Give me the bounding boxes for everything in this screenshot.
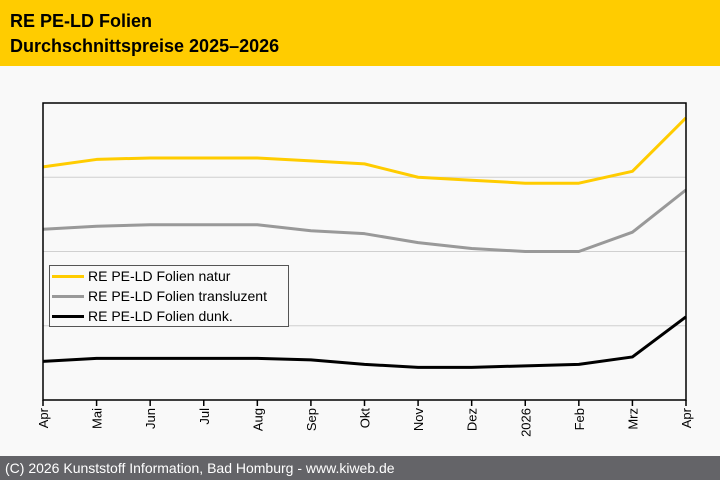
series-lines (42, 116, 688, 369)
legend-item-natur: RE PE-LD Folien natur (50, 267, 288, 285)
x-tick-label: Apr (679, 407, 694, 428)
x-tick-label: Mrz (625, 408, 640, 430)
legend-label-transluzent: RE PE-LD Folien transluzent (88, 288, 267, 304)
legend-label-dunkel: RE PE-LD Folien dunk. (88, 308, 233, 324)
copyright-text: (C) 2026 Kunststoff Information, Bad Hom… (5, 460, 395, 476)
series-line-natur (42, 116, 688, 185)
x-tick-label: Apr (36, 407, 51, 428)
legend: RE PE-LD Folien natur RE PE-LD Folien tr… (49, 265, 289, 327)
footer-bar: (C) 2026 Kunststoff Information, Bad Hom… (0, 456, 720, 480)
x-tick-label: Mai (90, 408, 105, 429)
legend-swatch-dunkel (52, 315, 84, 318)
x-tick-label: Okt (358, 408, 373, 429)
legend-swatch-transluzent (52, 295, 84, 298)
x-tick-label: Jun (143, 408, 158, 429)
x-tick-label: Nov (411, 408, 426, 432)
x-tick-label: Dez (465, 408, 480, 431)
x-tick-label: Jul (197, 408, 212, 425)
series-line-transluzent (42, 188, 687, 253)
x-tick-label: 2026 (518, 408, 533, 437)
x-tick-label: Aug (250, 408, 265, 431)
chart-subtitle: Durchschnittspreise 2025–2026 (10, 36, 280, 56)
legend-item-transluzent: RE PE-LD Folien transluzent (50, 287, 288, 305)
legend-label-natur: RE PE-LD Folien natur (88, 268, 231, 284)
x-tick-label: Feb (572, 408, 587, 430)
x-tick-label: Sep (304, 408, 319, 431)
legend-item-dunkel: RE PE-LD Folien dunk. (50, 307, 288, 325)
legend-swatch-natur (52, 275, 84, 278)
header-banner: RE PE-LD Folien Durchschnittspreise 2025… (0, 0, 720, 66)
x-axis-ticks: Apr Mai Jun Jul Aug Sep Okt Nov Dez 2026 Feb Mrz Apr (36, 400, 694, 437)
series-line-dunkel (42, 315, 687, 369)
chart-title: RE PE-LD Folien (10, 11, 153, 31)
